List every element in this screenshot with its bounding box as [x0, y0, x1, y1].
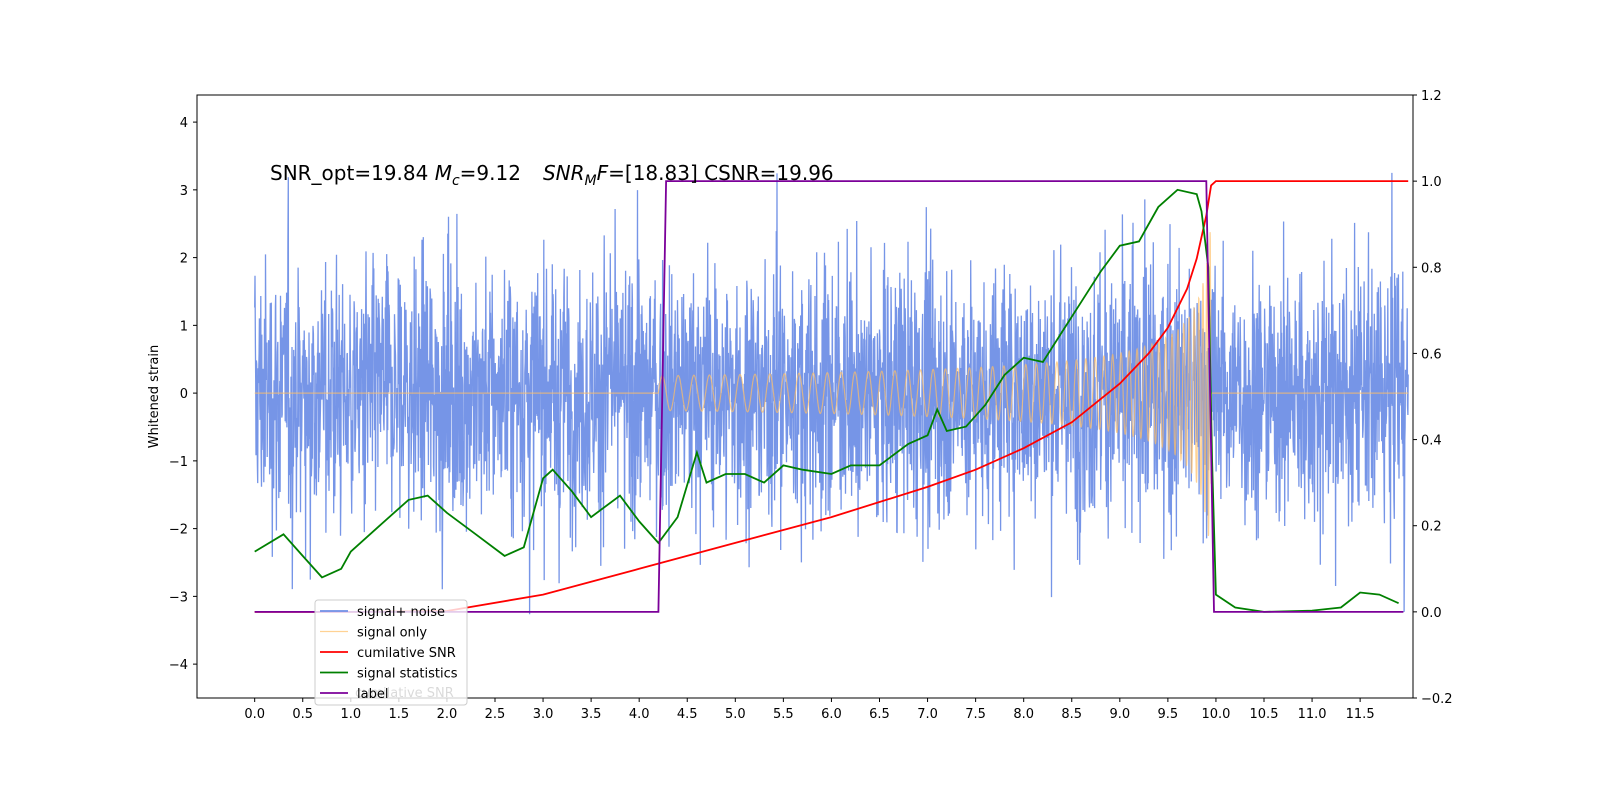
signal-only-line	[254, 232, 1409, 536]
y-left-tick-label: 4	[180, 116, 188, 131]
x-tick-label: 6.5	[869, 707, 890, 722]
x-tick-label: 4.0	[629, 707, 650, 722]
y-right-tick-label: 1.0	[1421, 175, 1442, 190]
y-left-tick-label: 0	[180, 387, 188, 402]
x-axis: 0.0 0.5 1.0 1.5 2.0 2.5 3.0 3.5 4.0 4.5 5.0 5.5 6.0 6…	[244, 698, 1375, 722]
signal-noise-line	[254, 172, 1409, 615]
x-tick-label: 8.5	[1061, 707, 1082, 722]
y-left-tick-label: 1	[180, 319, 188, 334]
y-right-tick-label: 0.4	[1421, 434, 1442, 449]
x-tick-label: 10.5	[1250, 707, 1279, 722]
legend-label: signal statistics	[357, 667, 458, 682]
x-tick-label: 11.5	[1346, 707, 1375, 722]
legend-label: cumilative SNR	[357, 646, 456, 661]
y-left-tick-label: −3	[169, 590, 188, 605]
annotation-snr-value: =[18.83] CSNR=19.96	[608, 161, 834, 185]
y-right-tick-label: 0.0	[1421, 606, 1442, 621]
x-tick-label: 11.0	[1298, 707, 1327, 722]
series-line-label	[254, 180, 1404, 613]
x-tick-label: 5.5	[773, 707, 794, 722]
x-tick-label: 7.5	[965, 707, 986, 722]
x-tick-label: 3.0	[533, 707, 554, 722]
annotation-snr-sub: M	[585, 173, 597, 189]
y-axis-label: Whitened strain	[147, 345, 162, 448]
y-left-tick-label: −1	[169, 455, 188, 470]
x-tick-label: 0.0	[244, 707, 265, 722]
x-tick-label: 7.0	[917, 707, 938, 722]
legend-label: signal only	[357, 626, 427, 641]
y-axis-left: −4 −3 −2 −1 0 1 2 3 4	[169, 116, 197, 673]
x-tick-label: 1.0	[340, 707, 361, 722]
signal-only-series	[254, 232, 1409, 536]
x-tick-label: 9.5	[1158, 707, 1179, 722]
y-left-tick-label: −2	[169, 523, 188, 538]
legend: cumilative SNR signal+ noise signal only cu…	[314, 599, 468, 706]
y-axis-right: −0.2 0.0 0.2 0.4 0.6 0.8 1.0 1.2	[1413, 89, 1453, 707]
series-line-cumilative-snr	[254, 180, 1409, 613]
x-tick-label: 6.0	[821, 707, 842, 722]
y-right-tick-label: 0.6	[1421, 347, 1442, 362]
legend-ghost-text: cumilative SNR	[355, 686, 454, 701]
signal-noise-series	[254, 172, 1409, 615]
x-tick-label: 1.5	[389, 707, 410, 722]
x-tick-label: 0.5	[292, 707, 313, 722]
annotation-mc-symbol: M	[435, 161, 452, 185]
x-tick-label: 3.5	[581, 707, 602, 722]
y-left-tick-label: 2	[180, 252, 188, 267]
y-right-tick-label: 0.2	[1421, 520, 1442, 535]
annotation-snr-symbol: SNR	[543, 161, 585, 185]
series-line-signal-statistics	[254, 188, 1399, 613]
x-tick-label: 2.0	[437, 707, 458, 722]
x-tick-label: 9.0	[1109, 707, 1130, 722]
y-left-tick-label: 3	[180, 184, 188, 199]
legend-box	[314, 599, 468, 706]
legend-label: signal+ noise	[357, 605, 445, 620]
annotation-mc-sub: c	[452, 173, 460, 189]
annotation-snr-f: F	[597, 161, 609, 185]
y-right-tick-label: 1.2	[1421, 89, 1442, 104]
snr-annotation: SNR_opt=19.84 Mc=9.12 SNRMF=[18.83] CSNR=…	[270, 161, 834, 189]
annotation-mc-value: =9.12	[460, 161, 521, 185]
legend-label: label	[357, 687, 388, 702]
y-right-tick-label: 0.8	[1421, 261, 1442, 276]
x-tick-label: 5.0	[725, 707, 746, 722]
annotation-prefix: SNR_opt=19.84	[270, 161, 435, 185]
x-tick-label: 8.0	[1013, 707, 1034, 722]
y-left-tick-label: −4	[169, 658, 188, 673]
x-tick-label: 10.0	[1201, 707, 1230, 722]
right-axis-series	[254, 180, 1409, 613]
y-right-tick-label: −0.2	[1421, 692, 1453, 707]
x-tick-label: 2.5	[485, 707, 506, 722]
plot-frame	[196, 94, 1414, 699]
x-tick-label: 4.5	[677, 707, 698, 722]
